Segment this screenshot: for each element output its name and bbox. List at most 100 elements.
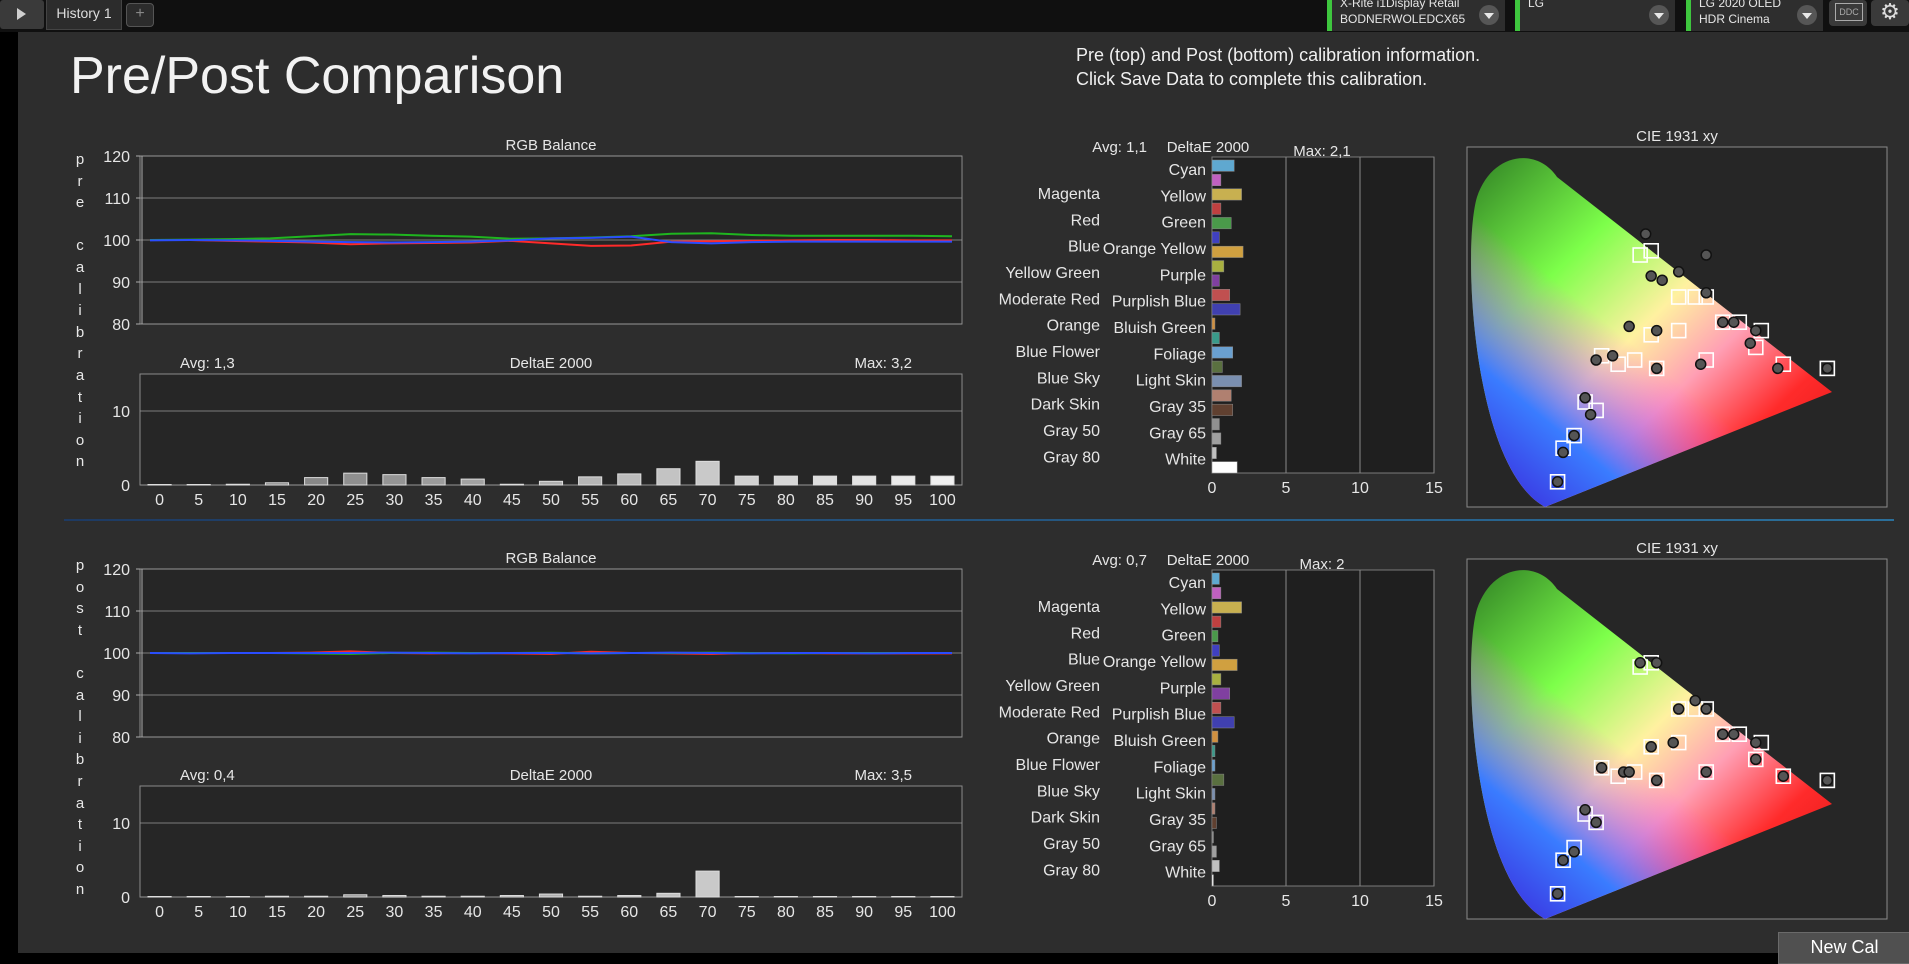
measured-point [1656, 274, 1668, 286]
color-label: Bluish Green [1114, 320, 1207, 337]
bar [891, 475, 916, 486]
bar [343, 894, 368, 898]
measured-point [1645, 741, 1657, 753]
chart-title: DeltaE 2000 [1167, 139, 1250, 156]
chevron-down-icon[interactable] [1479, 5, 1499, 25]
bar [773, 896, 798, 898]
gear-icon[interactable]: ⚙ [1871, 0, 1909, 26]
bar [343, 472, 368, 486]
measured-point [1645, 270, 1657, 282]
y-tick-label: 0 [121, 890, 130, 907]
meter-dropdown[interactable]: X-Rite i1Display Retail BODNERWOLEDCX65 [1327, 0, 1505, 31]
measured-point [1606, 350, 1619, 362]
x-tick-label: 5 [194, 904, 203, 921]
bar [1211, 332, 1220, 344]
play-icon[interactable] [0, 0, 44, 29]
ddc-icon: DDC [1835, 3, 1863, 21]
measured-point [1650, 362, 1663, 375]
new-cal-button[interactable]: New Cal [1778, 932, 1909, 964]
color-label: Cyan [1169, 162, 1206, 179]
color-label: Gray 80 [1043, 449, 1100, 466]
bar [1211, 587, 1222, 599]
measured-point [1557, 446, 1569, 459]
target-square [1775, 768, 1792, 785]
profile-dropdown[interactable]: LG 2020 OLED HDR Cinema [1686, 0, 1823, 31]
max-label: Max: 2,1 [1293, 143, 1351, 160]
color-label: White [1165, 452, 1206, 469]
meter-id: BODNERWOLEDCX65 [1340, 12, 1466, 26]
add-tab-button[interactable]: + [126, 3, 154, 27]
measured-point [1568, 846, 1580, 858]
color-label: Blue [1068, 239, 1100, 256]
bar [1211, 303, 1241, 316]
bar [1211, 461, 1238, 474]
x-tick-label: 45 [503, 492, 521, 509]
display-dropdown[interactable]: LG [1515, 0, 1675, 31]
ddc-button[interactable]: DDC [1829, 0, 1867, 26]
measured-point [1821, 774, 1834, 787]
tab-history-1[interactable]: History 1 [46, 0, 122, 30]
plot-area [1211, 156, 1435, 474]
bar [1211, 260, 1225, 273]
bar [1211, 403, 1233, 416]
x-tick-label: 35 [425, 904, 443, 921]
target-square [1698, 701, 1715, 717]
target-square [1643, 243, 1659, 259]
bar [1211, 346, 1233, 359]
y-tick-label: 110 [104, 604, 130, 621]
x-tick-label: 0 [1208, 893, 1217, 910]
color-label: Light Skin [1136, 786, 1206, 803]
chart-title: CIE 1931 xy [1636, 540, 1718, 557]
color-label: Dark Skin [1031, 397, 1100, 414]
bar [421, 895, 446, 898]
bar [773, 475, 798, 486]
bar [1211, 874, 1214, 887]
x-tick-label: 50 [542, 492, 560, 509]
bar [1211, 644, 1220, 657]
color-label: Yellow Green [1005, 265, 1100, 282]
bar [1211, 317, 1216, 330]
color-label: Purplish Blue [1112, 294, 1206, 311]
measured-point [1623, 766, 1635, 778]
bar [1211, 432, 1222, 445]
chevron-down-icon[interactable] [1797, 5, 1817, 25]
bar [852, 475, 877, 486]
x-tick-label: 25 [346, 492, 364, 509]
chart-title: DeltaE 2000 [510, 767, 593, 784]
color-label: White [1165, 865, 1206, 882]
bar [382, 895, 407, 898]
y-tick-label: 80 [112, 730, 130, 747]
x-tick-label: 30 [386, 904, 404, 921]
color-label: Red [1071, 625, 1100, 642]
bar [1211, 630, 1219, 643]
measured-point [1584, 408, 1597, 421]
measured-point [1728, 728, 1740, 740]
measured-point [1716, 728, 1729, 740]
measured-point [1623, 320, 1635, 333]
target-square [1648, 772, 1665, 789]
target-square [1698, 764, 1715, 780]
x-tick-label: 10 [229, 904, 247, 921]
color-label: Blue Flower [1016, 344, 1101, 361]
x-tick-label: 10 [1351, 893, 1369, 910]
bar [1211, 159, 1235, 172]
bar [891, 896, 916, 898]
color-label: Green [1162, 215, 1206, 232]
measured-point [1590, 816, 1602, 829]
y-tick-label: 90 [112, 275, 130, 292]
chevron-down-icon[interactable] [1649, 5, 1669, 25]
x-tick-label: 40 [464, 904, 482, 921]
x-tick-label: 20 [307, 904, 325, 921]
measured-point [1667, 736, 1679, 749]
chart-title: CIE 1931 xy [1636, 128, 1718, 145]
bar [617, 473, 642, 486]
measured-point [1551, 888, 1564, 900]
target-square [1549, 885, 1566, 902]
bar [1211, 615, 1222, 628]
target-square [1626, 352, 1643, 368]
color-label: Gray 65 [1149, 838, 1206, 855]
bar [499, 895, 524, 898]
series-line-blue [149, 235, 952, 245]
x-tick-label: 65 [660, 492, 678, 509]
color-label: Blue Sky [1037, 370, 1100, 387]
